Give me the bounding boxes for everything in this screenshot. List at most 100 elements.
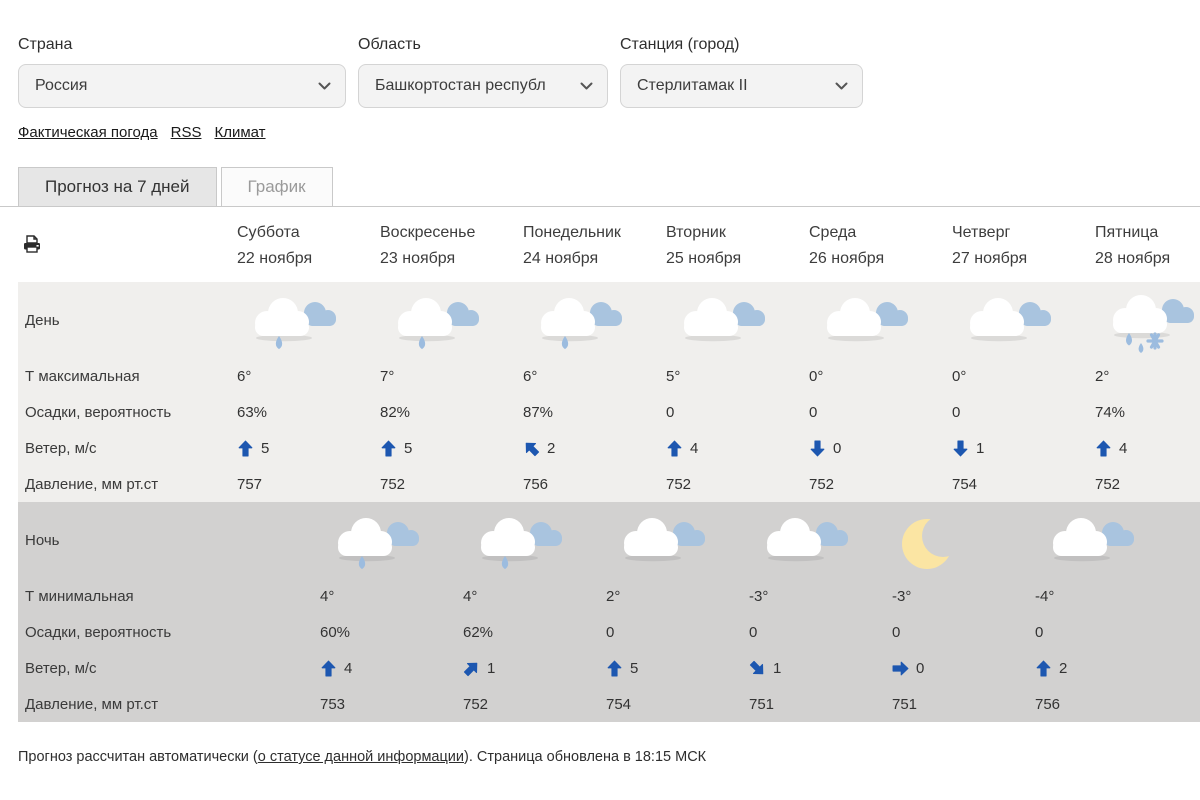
day-date: 22 ноября [237,250,313,267]
day-date: 24 ноября [523,250,599,267]
chevron-down-icon [835,82,848,90]
wind-direction-up-icon [667,440,682,456]
printer-icon [24,234,40,253]
cloud-icon [809,285,952,355]
wind-speed: 1 [976,439,985,457]
day-name: Суббота [237,224,300,241]
day-name: Воскресенье [380,224,476,241]
wind-direction-up-icon [321,660,336,676]
wind-direction-up-left-icon [525,442,540,456]
day-date: 26 ноября [809,250,885,267]
print-button[interactable] [18,234,237,258]
row-label: Давление, мм рт.ст [25,475,159,493]
day-column-header: Пятница 28 ноября [1095,220,1200,272]
country-select-value: Россия [35,77,88,94]
cloud-rain-icon [320,505,463,575]
value-cell: 0° [809,367,824,385]
weather-icon-row: День [18,282,1200,358]
station-label: Станция (город) [620,36,740,53]
row-label: Т минимальная [25,587,134,605]
wind-speed: 4 [1119,439,1128,457]
value-cell: 4° [463,587,478,605]
wind-direction-up-icon [381,440,396,456]
wind-speed: 2 [547,439,556,457]
row-label: Осадки, вероятность [25,623,172,641]
wind-speed: 5 [630,659,639,677]
footer-suffix: ). Страница обновлена в 18:15 МСК [464,749,707,765]
rss-link[interactable]: RSS [170,124,202,141]
value-cell: 753 [320,695,346,713]
value-cell: 752 [1095,475,1121,493]
day-column-header: Суббота 22 ноября [237,220,380,272]
value-cell: 4° [320,587,335,605]
wind-speed: 0 [916,659,925,677]
forecast-table-header: Суббота 22 ноября Воскресенье 23 ноября По… [18,207,1200,282]
day-name: Понедельник [523,224,621,241]
cloud-icon [666,285,809,355]
value-cell: 752 [666,475,692,493]
country-filter: Страна Россия [18,36,346,108]
wind-direction-up-icon [238,440,253,456]
row-label: Ветер, м/с [25,439,97,457]
table-row: Осадки, вероятность 60% 62% 0 0 0 0 [18,614,1200,650]
day-date: 23 ноября [380,250,456,267]
tab-graph[interactable]: График [220,167,333,206]
wind-speed: 2 [1059,659,1068,677]
table-row: Ветер, м/с 4 1 5 1 0 2 [18,650,1200,686]
wind-direction-up-icon [1036,660,1051,676]
value-cell: 5° [666,367,681,385]
value-cell: -3° [749,587,769,605]
cloud-rain-icon [237,285,380,355]
wind-speed: 1 [487,659,496,677]
day-column-header: Воскресенье 23 ноября [380,220,523,272]
day-column-header: Четверг 27 ноября [952,220,1095,272]
cloud-icon [749,505,892,575]
day-column-header: Среда 26 ноября [809,220,952,272]
day-column-header: Вторник 25 ноября [666,220,809,272]
wind-speed: 1 [773,659,782,677]
region-select[interactable]: Башкортостан республ [358,64,608,108]
day-date: 28 ноября [1095,250,1171,267]
wind-direction-down-right-icon [749,660,764,674]
wind-cell: 1 [952,440,1095,457]
table-row: Т минимальная 4° 4° 2° -3° -3° -4° [18,578,1200,614]
value-cell: 754 [952,475,978,493]
row-label: Давление, мм рт.ст [25,695,159,713]
row-label: Осадки, вероятность [25,403,172,421]
day-name: Четверг [952,224,1011,241]
forecast-status-link[interactable]: о статусе данной информации [257,749,464,765]
row-label: Ветер, м/с [25,659,97,677]
wind-direction-up-right-icon [463,662,478,676]
night-forecast-section: Ночь Т минимальная 4° 4° 2° -3° -3° -4° Осадки,… [18,502,1200,722]
value-cell: -4° [1035,587,1055,605]
station-select[interactable]: Стерлитамак II [620,64,863,108]
country-select[interactable]: Россия [18,64,346,108]
wind-speed: 0 [833,439,842,457]
wind-speed: 5 [404,439,413,457]
climate-link[interactable]: Климат [214,124,266,141]
wind-direction-down-icon [953,440,968,456]
actual-weather-link[interactable]: Фактическая погода [18,124,158,141]
value-cell: 757 [237,475,263,493]
wind-cell: 2 [1035,660,1178,677]
day-name: Среда [809,224,857,241]
value-cell: 63% [237,403,268,421]
wind-cell: 1 [463,660,606,677]
value-cell: 754 [606,695,632,713]
chevron-down-icon [580,82,593,90]
day-forecast-section: День Т максимальная 6° 7° 6° 5° 0° 0° 2° Осадки, [18,282,1200,502]
wind-cell: 4 [1095,440,1200,457]
wind-direction-right-icon [892,661,909,675]
station-select-value: Стерлитамак II [637,77,748,94]
wind-cell: 5 [606,660,749,677]
wind-direction-down-icon [810,440,825,456]
value-cell: 0° [952,367,967,385]
table-row: Осадки, вероятность 63% 82% 87% 0 0 0 74% [18,394,1200,430]
value-cell: 0 [809,403,818,421]
tab-forecast-7-days[interactable]: Прогноз на 7 дней [18,167,217,206]
day-date: 25 ноября [666,250,742,267]
table-row: Давление, мм рт.ст 753 752 754 751 751 756 [18,686,1200,722]
day-date: 27 ноября [952,250,1028,267]
value-cell: 2° [1095,367,1110,385]
wind-direction-up-icon [1096,440,1111,456]
